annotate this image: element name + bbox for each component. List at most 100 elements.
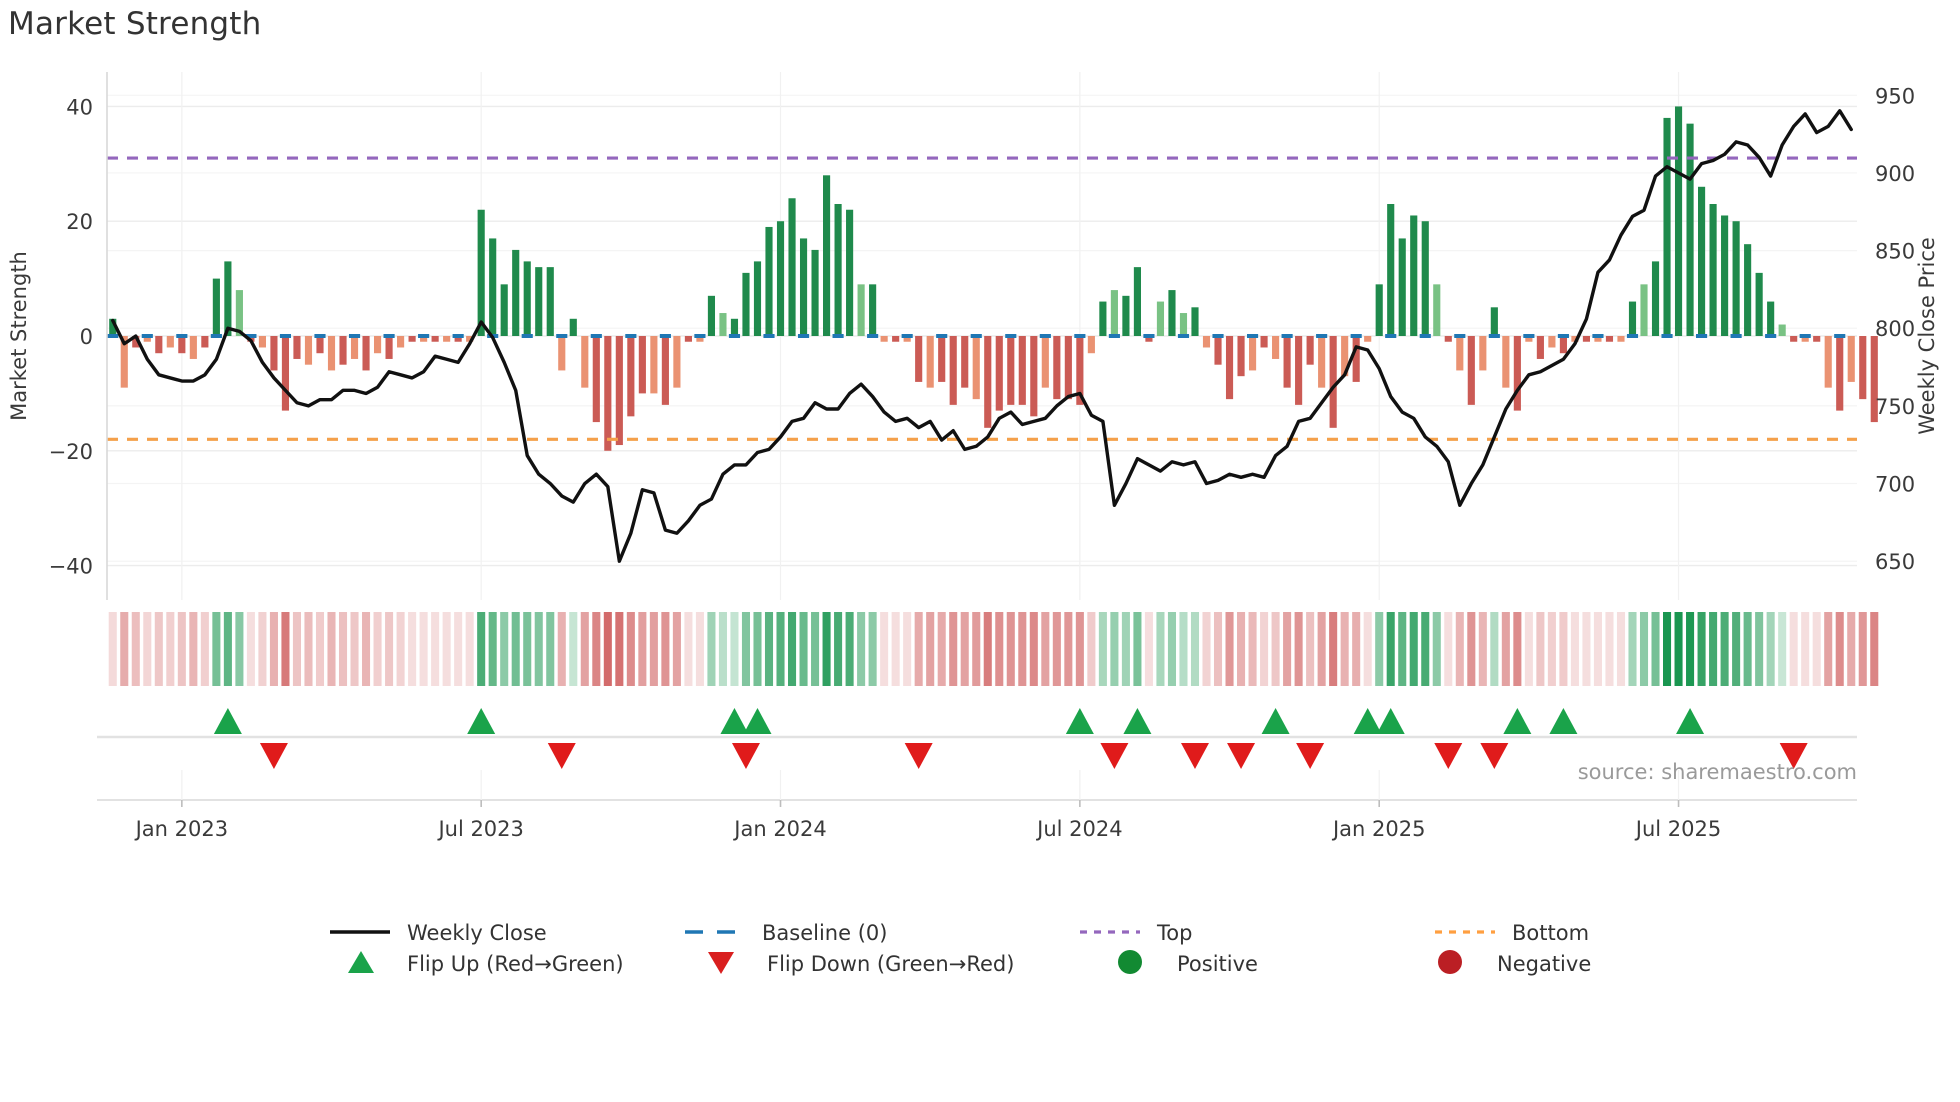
strength-bar	[1133, 267, 1141, 336]
strength-bar	[420, 336, 428, 342]
flip-up-marker	[213, 708, 242, 734]
strength-bar	[742, 272, 750, 336]
x-axis-tick: Jul 2023	[436, 817, 523, 841]
strength-bar	[1053, 336, 1061, 400]
heatmap-cell	[212, 612, 221, 686]
heatmap-cell	[1789, 612, 1798, 686]
strength-bar	[212, 278, 220, 336]
heatmap-cell	[903, 612, 912, 686]
strength-bar	[166, 336, 174, 348]
strength-bar	[1087, 336, 1095, 354]
flip-down-marker	[259, 743, 288, 769]
heatmap-cell	[638, 612, 647, 686]
heatmap-cell	[592, 612, 601, 686]
heatmap-cell	[408, 612, 417, 686]
heatmap-cell	[926, 612, 935, 686]
strength-bar	[765, 226, 773, 336]
heatmap-cell	[1547, 612, 1556, 686]
legend-item-flip-up-red-green[interactable]: Flip Up (Red→Green)	[348, 951, 624, 976]
heatmap-cell	[1801, 612, 1810, 686]
legend-item-weekly-close[interactable]: Weekly Close	[330, 921, 547, 945]
legend-item-positive[interactable]: Positive	[1118, 950, 1258, 976]
heatmap-cell	[718, 612, 727, 686]
strength-bar	[1859, 336, 1867, 400]
heatmap-cell	[937, 612, 946, 686]
page-title: Market Strength	[8, 6, 262, 42]
strength-bar	[1640, 284, 1648, 336]
legend-item-negative[interactable]: Negative	[1438, 950, 1591, 976]
strength-bar	[753, 261, 762, 336]
heatmap-cell	[695, 612, 704, 686]
heatmap-cell	[1778, 612, 1787, 686]
heatmap-cell	[1167, 612, 1176, 686]
strength-bar	[1387, 204, 1395, 336]
strength-bar	[558, 336, 566, 371]
heatmap-cell	[615, 612, 624, 686]
strength-bar	[1179, 313, 1188, 336]
weekly-close-path	[111, 109, 1853, 563]
heatmap-cell	[1847, 612, 1856, 686]
strength-bar	[1030, 336, 1038, 417]
strength-bar	[1306, 336, 1314, 365]
strength-bar	[454, 336, 462, 342]
flip-down-marker	[904, 743, 933, 769]
legend-item-flip-down-green-red[interactable]: Flip Down (Green→Red)	[708, 952, 1014, 976]
strength-bar	[972, 336, 980, 400]
strength-bar	[1490, 307, 1498, 336]
strength-bar	[1767, 301, 1775, 336]
strength-bar	[500, 284, 508, 336]
axes: 40 20 0 −20 −40 950 900 850 800 750 700 650 Market S…	[7, 72, 1939, 841]
heatmap-cell	[177, 612, 186, 686]
strength-bar	[1122, 295, 1130, 336]
heatmap-cell	[385, 612, 394, 686]
source-label: source: sharemaestro.com	[1578, 760, 1857, 784]
strength-bar	[581, 336, 589, 388]
strength-bar	[109, 318, 117, 336]
legend-item-top[interactable]: Top	[1080, 921, 1192, 945]
strength-bar	[650, 336, 658, 394]
strength-bar	[1548, 336, 1556, 348]
strength-bar	[1421, 221, 1429, 336]
strength-bar	[1801, 336, 1809, 342]
flip-down-marker	[547, 743, 576, 769]
y-axis-tick-right: 700	[1875, 473, 1915, 497]
heatmap-cell	[1663, 612, 1672, 686]
legend-circle-icon	[1118, 950, 1142, 974]
strength-bar	[1605, 336, 1614, 342]
heatmap-cell	[1329, 612, 1338, 686]
heatmap-cell	[799, 612, 808, 686]
strength-bar	[1444, 336, 1452, 342]
heatmap-cell	[1386, 612, 1395, 686]
heatmap-cell	[1432, 612, 1441, 686]
flip-up-marker	[1353, 708, 1382, 734]
strength-bar	[1674, 106, 1683, 336]
heatmap-cell	[223, 612, 232, 686]
strength-bar	[350, 336, 359, 359]
strength-bar	[1076, 336, 1084, 405]
heatmap-cell	[1455, 612, 1464, 686]
strength-bar	[730, 318, 739, 336]
strength-bar	[1329, 336, 1337, 428]
heatmap-cell	[1213, 612, 1223, 686]
strength-bar	[1214, 336, 1222, 365]
strength-bar	[915, 336, 923, 382]
legend-item-baseline-0[interactable]: Baseline (0)	[685, 921, 887, 945]
heatmap-cell	[373, 612, 382, 686]
strength-bar	[1433, 284, 1441, 336]
heatmap-cell	[500, 612, 509, 686]
heatmap-cell	[845, 612, 854, 686]
flip-up-marker	[1676, 708, 1705, 734]
heatmap-cell	[569, 612, 578, 686]
heatmap-cell	[154, 612, 163, 686]
heatmap-cell	[304, 612, 313, 686]
heatmap-cell	[1720, 612, 1729, 686]
strength-bar	[120, 336, 128, 388]
strength-bar	[1110, 290, 1118, 336]
x-axis-tick: Jul 2024	[1035, 817, 1122, 841]
y-axis-tick-left: −40	[49, 555, 93, 579]
strength-bar	[1272, 336, 1280, 359]
heatmap-cell	[753, 612, 762, 686]
heatmap-cell	[788, 612, 797, 686]
strength-bar	[512, 249, 520, 336]
legend-item-bottom[interactable]: Bottom	[1435, 921, 1589, 945]
